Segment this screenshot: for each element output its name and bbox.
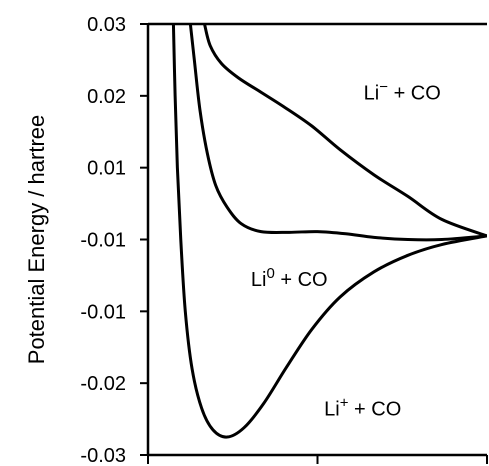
curves (171, 24, 487, 439)
x-ticks (147, 455, 488, 464)
y-tick-label: -0.02 (80, 373, 126, 395)
li-plus-label: Li+ + CO (324, 394, 401, 420)
li-zero-curve (188, 24, 487, 242)
y-tick-label: 0.01 (87, 158, 126, 180)
y-tick-label: 0.02 (87, 86, 126, 108)
li-minus-curve (203, 24, 487, 238)
li-zero-label: Li0 + CO (251, 265, 328, 291)
y-tick-label: -0.03 (80, 445, 126, 466)
y-ticks: 0.03 0.02 0.01 -0.01 -0.01 -0.02 -0.03 (80, 14, 148, 466)
y-tick-label: 0.03 (87, 14, 126, 36)
li-minus-label: Li− + CO (364, 78, 441, 104)
series-labels: Li− + CO Li0 + CO Li+ + CO (251, 78, 441, 420)
y-tick-label: -0.01 (80, 301, 126, 323)
y-tick-label: -0.01 (80, 230, 126, 252)
y-axis-title: Potential Energy / hartree (24, 115, 49, 364)
li-plus-curve (171, 24, 487, 439)
